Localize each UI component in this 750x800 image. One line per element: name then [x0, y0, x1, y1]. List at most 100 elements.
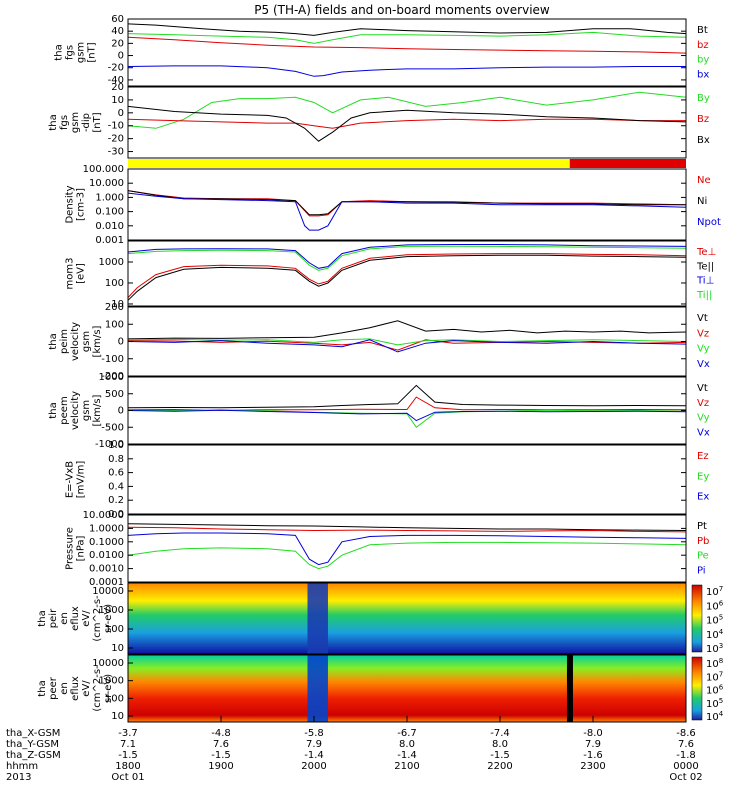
x-tick-label: -7.4 — [490, 728, 510, 739]
series-line-black — [127, 320, 687, 340]
y-tick-label: -500 — [101, 422, 124, 433]
legend-vt: Vt — [697, 383, 708, 394]
y-tick-label: 0 — [118, 108, 124, 119]
y-tick-label: 1000 — [99, 605, 124, 616]
y-axis-label: peer — [48, 676, 59, 700]
series-line-blue — [127, 244, 687, 269]
colorbar — [691, 656, 703, 721]
y-axis-label: fgs — [59, 115, 70, 130]
x-tick-label: Oct 01 — [111, 772, 144, 783]
y-axis-label: [cm-3] — [76, 188, 87, 221]
y-tick-label: -20 — [108, 63, 124, 74]
legend-vy: Vy — [697, 344, 710, 355]
x-tick-label: -1.4 — [397, 750, 417, 761]
y-tick-label: 1.0 — [108, 440, 124, 451]
x-tick-label: 7.9 — [306, 739, 322, 750]
y-axis-label: [km/s] — [92, 325, 103, 357]
y-axis-label: tha — [37, 610, 48, 626]
x-tick-label: -1.8 — [676, 750, 696, 761]
y-axis-label: (cm^2-s- — [92, 595, 103, 642]
y-tick-label: 10000 — [92, 586, 124, 597]
panel-3: 100.000 10.000 1.000 0.100 0.010 0.001 Ne Ni Npo… — [65, 164, 721, 246]
x-tick-label: 8.0 — [492, 739, 508, 750]
y-axis-label: tha — [48, 402, 59, 418]
y-axis-label: eV/ — [81, 610, 92, 627]
y-tick-label: 0.2 — [108, 495, 124, 506]
y-tick-label: 10 — [111, 711, 124, 722]
y-axis-label: [eV] — [76, 263, 87, 284]
legend-pt: Pt — [697, 521, 707, 532]
legend-bx: bx — [697, 69, 709, 80]
y-tick-label: -40 — [108, 75, 124, 86]
y-axis-label: tha — [48, 333, 59, 349]
y-tick-label: 10 — [111, 643, 124, 654]
series-line-red — [127, 396, 687, 411]
y-axis-label: (cm^2-s- — [92, 665, 103, 712]
y-tick-label: 100 — [105, 693, 124, 704]
y-axis-label: en — [59, 612, 70, 625]
legend-vx: Vx — [697, 359, 710, 370]
panel-frame — [127, 582, 687, 655]
y-tick-label: 10.000 — [89, 178, 124, 189]
y-tick-label: 10 — [111, 95, 124, 106]
y-tick-label: -1000 — [95, 439, 124, 450]
colorbar-label: 104 — [706, 710, 724, 723]
y-tick-label: 20 — [111, 38, 124, 49]
y-axis-label: [nT] — [87, 42, 98, 62]
y-tick-label: 1000 — [99, 676, 124, 687]
colorbar-label: 105 — [706, 614, 723, 627]
legend-by: by — [697, 55, 709, 66]
legend-ti||: Ti|| — [696, 290, 712, 301]
panel-frame — [127, 376, 687, 445]
y-axis-label: E=-VxB — [65, 461, 76, 498]
series-line-green — [127, 541, 687, 570]
series-line-blue — [127, 409, 687, 422]
colorbar-label: 106 — [706, 684, 724, 697]
series-line-red — [127, 526, 687, 533]
panel-frame — [127, 168, 687, 241]
y-tick-label: -20 — [108, 134, 124, 145]
x-row-label: hhmm — [6, 761, 38, 772]
x-tick-label: 0000 — [673, 761, 698, 772]
x-tick-label: -1.5 — [490, 750, 510, 761]
y-tick-label: -10 — [108, 121, 124, 132]
colorbar-label: 106 — [706, 599, 724, 612]
panel-7: 1.0 0.8 0.6 0.4 0.2 0.0 Ez Ey Ex E=-VxB [mV/m] — [65, 440, 710, 520]
legend-te⊥: Te⊥ — [696, 247, 716, 258]
y-tick-label: 0.0010 — [89, 564, 124, 575]
y-tick-label: 1.0000 — [89, 523, 124, 534]
y-axis-label: velocity — [70, 391, 81, 430]
x-row-label: tha_Y-GSM — [6, 739, 59, 750]
status-bar-segment — [569, 159, 686, 168]
y-axis-label: eflux — [70, 676, 81, 701]
y-axis-label: gsm — [81, 400, 92, 421]
y-tick-label: -200 — [101, 371, 124, 382]
colorbar-label: 108 — [706, 657, 723, 670]
colorbar-label: 104 — [706, 628, 724, 641]
legend-ez: Ez — [697, 451, 709, 462]
y-axis-label: [nPa] — [76, 535, 87, 561]
y-tick-label: 0.0100 — [89, 550, 124, 561]
y-tick-label: 0.0 — [108, 509, 124, 520]
series-line-black — [127, 23, 687, 36]
y-tick-label: 500 — [105, 389, 124, 400]
panel-frame — [127, 444, 687, 515]
y-axis-label: sr-eV) — [103, 604, 114, 633]
legend-pe: Pe — [697, 551, 709, 562]
y-axis-label: Density — [65, 185, 76, 223]
y-tick-label: 40 — [111, 26, 124, 37]
y-axis-label: gsm — [81, 331, 92, 352]
series-line-black — [127, 523, 687, 531]
series-line-blue — [127, 339, 687, 353]
y-axis-label: Pressure — [65, 527, 76, 570]
y-tick-label: 0 — [118, 51, 124, 62]
x-tick-label: -5.8 — [304, 728, 324, 739]
legend-vt: Vt — [697, 313, 708, 324]
series-line-red — [127, 253, 687, 298]
series-line-green — [127, 409, 687, 429]
spectrogram-gap — [566, 655, 573, 722]
y-tick-label: 0 — [118, 337, 124, 348]
x-tick-label: -6.7 — [397, 728, 417, 739]
x-row-label: tha_X-GSM — [6, 728, 60, 739]
